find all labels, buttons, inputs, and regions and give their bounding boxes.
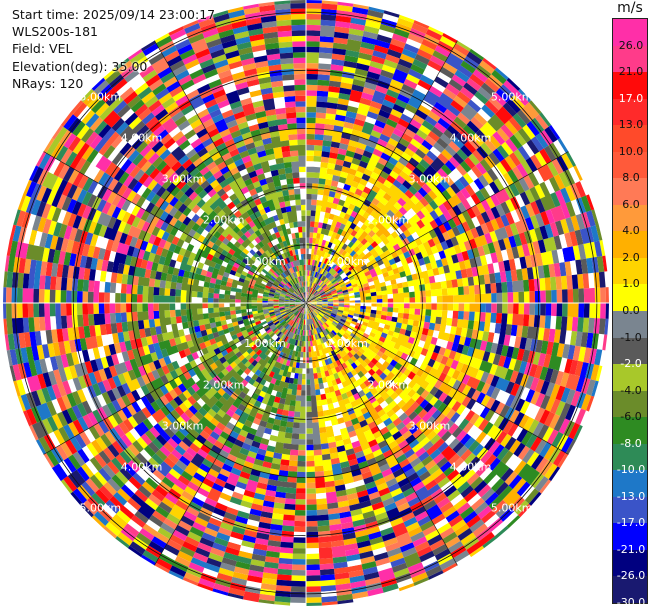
- colorbar-tick-label: -1.0: [620, 330, 642, 344]
- range-ring-label: 3.00km: [409, 419, 451, 432]
- range-ring-label: 2.00km: [203, 214, 245, 227]
- azimuth-line: [305, 302, 458, 566]
- colorbar-tick-label: 8.0: [622, 171, 640, 185]
- azimuth-line: [305, 151, 569, 304]
- range-ring-label: 2.00km: [203, 378, 245, 391]
- colorbar-tick-label: -26.0: [616, 569, 646, 583]
- colorbar-unit: m/s: [617, 0, 643, 16]
- colorbar-segment: [613, 151, 647, 179]
- range-ring-label: 1.00km: [244, 255, 286, 268]
- colorbar-tick-label: -4.0: [620, 383, 642, 397]
- colorbar-segment: [613, 549, 647, 577]
- azimuth-line: [305, 40, 458, 304]
- colorbar-segment: [613, 204, 647, 232]
- colorbar: m/s 26.0 21.0 17.0 13.0 10.0 8.0 6.0 4.0 2.0 1.0 0…: [612, 0, 650, 610]
- colorbar-segment: [613, 523, 647, 551]
- velocity-gate-group: [16, 4, 601, 603]
- range-ring-label: 3.00km: [162, 419, 204, 432]
- colorbar-tick-label: 6.0: [622, 197, 640, 211]
- colorbar-tick-label: -8.0: [620, 436, 642, 450]
- field-label: Field: VEL: [12, 41, 73, 57]
- range-ring-label: 4.00km: [450, 461, 492, 474]
- azimuth-line: [43, 151, 307, 304]
- colorbar-segment: [613, 390, 647, 418]
- range-ring-label: 5.00km: [80, 90, 122, 103]
- azimuth-line: [154, 40, 307, 304]
- azimuth-lines: [3, 0, 609, 606]
- velocity-gate-group: [13, 6, 601, 592]
- velocity-gate-group: [15, 1, 607, 597]
- colorbar-tick-label: -21.0: [616, 542, 646, 556]
- colorbar-segment: [613, 284, 647, 312]
- range-ring-label: 1.00km: [326, 337, 368, 350]
- range-ring-label: 5.00km: [491, 502, 533, 515]
- range-ring-label: 4.00km: [121, 461, 163, 474]
- colorbar-tick-label: -17.0: [616, 516, 646, 530]
- start-time-label: Start time: 2025/09/14 23:00:17: [12, 7, 216, 22]
- colorbar-segment: [613, 125, 647, 153]
- range-ring-label: 4.00km: [121, 132, 163, 145]
- colorbar-segment: [613, 311, 647, 339]
- colorbar-segment: [613, 496, 647, 524]
- colorbar-tick-label: 0.0: [622, 304, 640, 317]
- colorbar-segment: [613, 443, 647, 471]
- azimuth-line: [154, 302, 307, 566]
- colorbar-tick-label: -6.0: [620, 410, 642, 424]
- colorbar-segment: [613, 72, 647, 100]
- colorbar-segment: [613, 417, 647, 445]
- velocity-gate-group: [16, 3, 610, 592]
- colorbar-segment: [613, 364, 647, 392]
- colorbar-tick-label: 2.0: [622, 250, 640, 264]
- velocity-gate-group: [6, 1, 606, 602]
- range-ring-label: 1.00km: [244, 337, 286, 350]
- range-ring-label: 4.00km: [450, 132, 492, 145]
- colorbar-segment: [613, 178, 647, 206]
- colorbar-tick-label: -10.0: [616, 463, 646, 477]
- nrays-label: NRays: 120: [12, 75, 84, 91]
- range-ring-label: 1.00km: [326, 255, 368, 268]
- colorbar-segment: [613, 19, 647, 47]
- colorbar-tick-label: 17.0: [618, 91, 644, 105]
- colorbar-segment: [613, 231, 647, 259]
- colorbar-tick-label: 1.0: [622, 277, 640, 291]
- colorbar-tick-label: -30.0: [616, 596, 646, 609]
- range-ring-labels: 1.00km 1.00km 1.00km 1.00km 2.00km 2.00km 2.00…: [80, 90, 533, 514]
- colorbar-segment: [613, 98, 647, 126]
- range-ring-label: 3.00km: [162, 173, 204, 186]
- range-ring-label: 2.00km: [368, 214, 410, 227]
- colorbar-tick-label: -2.0: [620, 357, 642, 371]
- azimuth-line: [305, 302, 569, 455]
- colorbar-tick-label: 4.0: [622, 224, 640, 238]
- colorbar-segment: [613, 257, 647, 285]
- azimuth-line: [43, 302, 307, 455]
- range-ring-label: 5.00km: [80, 502, 122, 515]
- colorbar-tick-label: 21.0: [618, 65, 644, 79]
- colorbar-tick-label: 13.0: [618, 118, 644, 132]
- colorbar-tick-label: -13.0: [616, 489, 646, 503]
- colorbar-tick-label: 10.0: [618, 144, 644, 158]
- range-ring-label: 3.00km: [409, 173, 451, 186]
- colorbar-segment: [613, 576, 647, 604]
- scan-info: Start time: 2025/09/14 23:00:17 WLS200s-…: [12, 6, 215, 92]
- colorbar-segment: [613, 470, 647, 498]
- colorbar-segment: [613, 337, 647, 365]
- instrument-label: WLS200s-181: [12, 24, 98, 40]
- elevation-label: Elevation(deg): 35.00: [12, 58, 148, 74]
- colorbar-tick-label: 26.0: [618, 38, 644, 52]
- range-ring-label: 2.00km: [368, 378, 410, 391]
- colorbar-segment: [613, 45, 647, 73]
- colorbar-scale: 26.0 21.0 17.0 13.0 10.0 8.0 6.0 4.0 2.0 1.0 0.0 -1…: [612, 18, 648, 609]
- range-ring-label: 5.00km: [491, 90, 533, 103]
